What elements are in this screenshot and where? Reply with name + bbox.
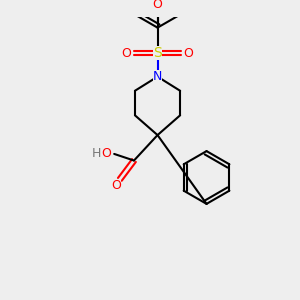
Text: H: H (92, 147, 101, 161)
Text: O: O (111, 179, 121, 193)
Text: O: O (122, 46, 131, 60)
Text: O: O (153, 0, 163, 11)
Text: N: N (153, 70, 162, 83)
Text: S: S (153, 46, 162, 60)
Text: O: O (102, 147, 112, 161)
Text: O: O (184, 46, 194, 60)
